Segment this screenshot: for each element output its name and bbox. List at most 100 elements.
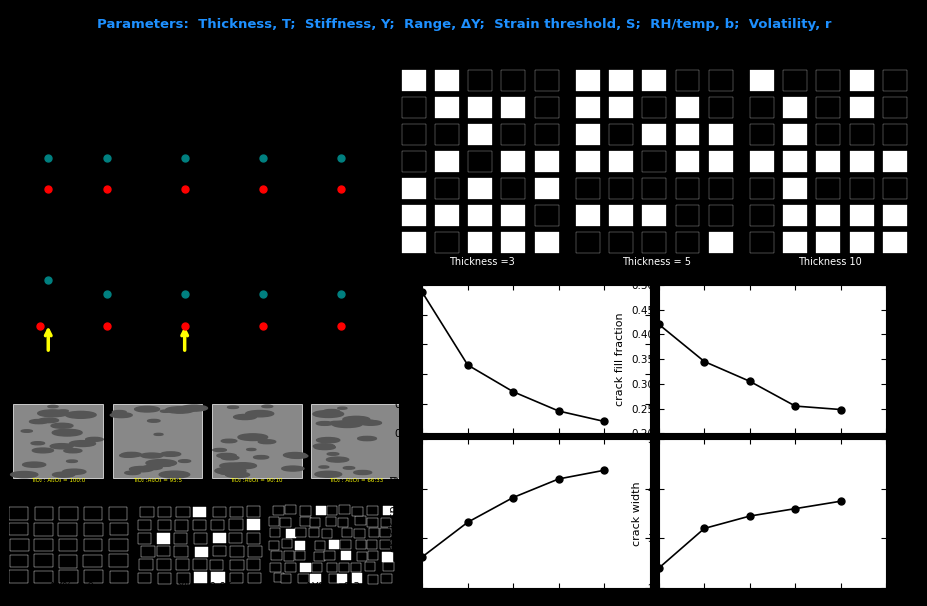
Circle shape xyxy=(246,410,273,417)
Bar xyxy=(501,151,525,172)
Bar xyxy=(138,573,151,583)
Bar xyxy=(367,575,378,584)
Circle shape xyxy=(283,453,306,458)
Circle shape xyxy=(221,456,238,460)
Bar xyxy=(641,151,666,172)
Bar xyxy=(34,539,53,551)
Bar xyxy=(314,541,324,550)
Circle shape xyxy=(343,418,368,424)
Bar xyxy=(314,551,324,561)
Circle shape xyxy=(316,422,333,425)
Bar xyxy=(322,529,332,538)
Bar xyxy=(247,519,260,530)
Bar xyxy=(749,178,773,199)
Bar xyxy=(816,231,839,253)
Bar xyxy=(401,96,425,118)
Bar xyxy=(58,523,77,536)
Bar xyxy=(367,551,377,560)
Bar xyxy=(324,551,335,561)
Bar xyxy=(108,507,127,520)
Circle shape xyxy=(314,471,341,478)
Bar xyxy=(575,205,599,226)
Bar xyxy=(326,563,337,572)
Bar xyxy=(381,574,391,583)
Bar xyxy=(782,205,806,226)
Bar xyxy=(195,547,208,557)
Text: Thickness 10: Thickness 10 xyxy=(797,258,861,267)
Bar xyxy=(9,507,28,520)
Bar xyxy=(435,151,458,172)
Bar xyxy=(268,517,279,526)
Bar xyxy=(708,205,732,226)
FancyBboxPatch shape xyxy=(311,404,400,478)
Bar xyxy=(367,518,377,527)
Bar xyxy=(273,573,284,582)
Text: TiO₂ : Al₂O₃ = 66:33: TiO₂ : Al₂O₃ = 66:33 xyxy=(329,478,383,483)
Bar xyxy=(337,574,347,583)
Bar xyxy=(380,518,390,527)
Bar xyxy=(467,151,491,172)
Bar xyxy=(340,550,350,559)
Circle shape xyxy=(62,469,86,474)
Circle shape xyxy=(220,463,244,468)
Bar xyxy=(782,151,806,172)
Bar xyxy=(58,539,77,551)
Bar xyxy=(608,205,632,226)
Circle shape xyxy=(165,407,194,413)
Y-axis label: crack fill fraction: crack fill fraction xyxy=(615,312,625,406)
Bar xyxy=(641,96,666,118)
Bar xyxy=(575,151,599,172)
Bar xyxy=(176,559,189,570)
Bar xyxy=(109,539,128,551)
Bar xyxy=(34,554,53,567)
Bar xyxy=(340,539,350,548)
Bar xyxy=(675,205,699,226)
Bar xyxy=(534,96,558,118)
Bar xyxy=(816,205,839,226)
Circle shape xyxy=(282,466,303,471)
Circle shape xyxy=(343,416,369,422)
Bar xyxy=(782,70,806,92)
Bar xyxy=(575,70,599,92)
Circle shape xyxy=(160,452,181,456)
Bar xyxy=(141,547,155,557)
Bar xyxy=(882,96,906,118)
Bar xyxy=(300,507,311,516)
Circle shape xyxy=(221,439,236,443)
Text: (c): (c) xyxy=(332,329,349,342)
Bar xyxy=(816,178,839,199)
Bar xyxy=(284,551,294,561)
Bar xyxy=(380,541,390,550)
Text: ΔY% = 0: ΔY% = 0 xyxy=(49,582,94,591)
Circle shape xyxy=(357,436,376,441)
FancyBboxPatch shape xyxy=(112,404,202,478)
Bar xyxy=(749,96,773,118)
Circle shape xyxy=(66,411,96,418)
Circle shape xyxy=(38,410,68,417)
Bar xyxy=(501,231,525,253)
Text: (b): (b) xyxy=(40,198,57,210)
Y-axis label: crack width: crack width xyxy=(631,481,641,546)
Bar xyxy=(675,178,699,199)
Bar xyxy=(534,231,558,253)
Bar xyxy=(341,528,351,537)
Circle shape xyxy=(337,407,347,409)
Bar xyxy=(212,507,226,517)
Circle shape xyxy=(30,419,48,424)
Bar xyxy=(534,70,558,92)
Bar xyxy=(882,124,906,145)
Circle shape xyxy=(258,440,275,444)
Bar xyxy=(286,505,296,514)
Bar xyxy=(270,528,280,538)
Bar xyxy=(59,507,78,519)
Bar xyxy=(749,70,773,92)
Bar xyxy=(230,560,243,570)
Bar xyxy=(467,70,491,92)
Circle shape xyxy=(227,406,238,408)
Bar xyxy=(176,507,189,518)
Bar xyxy=(534,205,558,226)
Bar xyxy=(641,178,666,199)
FancyBboxPatch shape xyxy=(211,404,301,478)
Bar xyxy=(350,562,361,571)
Circle shape xyxy=(313,444,334,448)
